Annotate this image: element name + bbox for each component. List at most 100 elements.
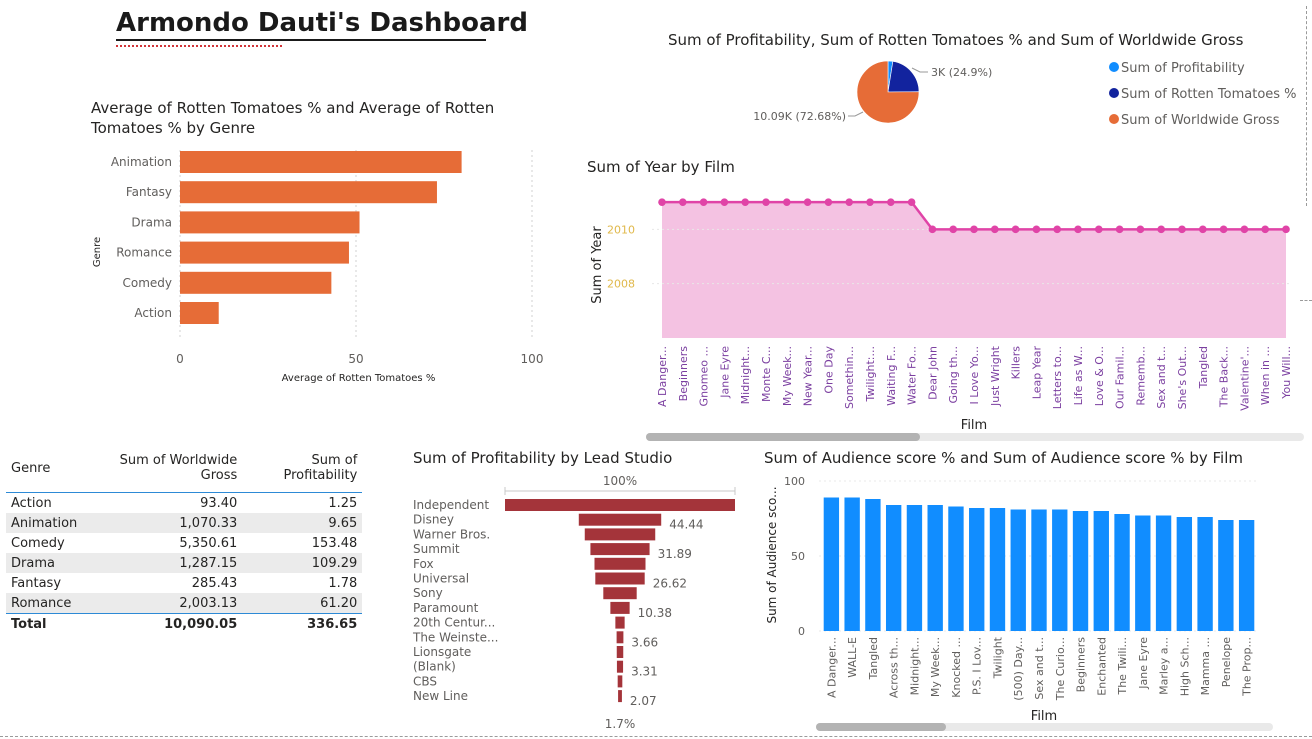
top-label: 100% bbox=[603, 474, 637, 488]
funnel-title: Sum of Profitability by Lead Studio bbox=[413, 449, 673, 467]
tick-label: 0 bbox=[176, 352, 184, 366]
tick-label: You Will... bbox=[1280, 346, 1293, 400]
table-header-gross[interactable]: Sum of Worldwide Gross bbox=[82, 448, 243, 493]
bar bbox=[885, 505, 902, 631]
genre-bar-title: Average of Rotten Tomatoes % and Average… bbox=[91, 99, 495, 137]
tick-label: Midnight... bbox=[908, 637, 921, 695]
bar bbox=[180, 241, 349, 264]
bar bbox=[180, 181, 437, 204]
data-point bbox=[658, 198, 666, 206]
tick-label: When in ... bbox=[1259, 346, 1272, 405]
category-label: 20th Centur... bbox=[413, 616, 495, 630]
data-point bbox=[970, 225, 978, 234]
table-row[interactable]: Action 93.40 1.25 bbox=[6, 493, 362, 514]
data-point bbox=[1219, 225, 1228, 234]
table-cell: 336.65 bbox=[242, 613, 363, 634]
audience-bar-chart: A Danger... WALL-E Tangled Across th... Midn… bbox=[765, 475, 1257, 724]
table-header-profitability[interactable]: Sum of Profitability bbox=[242, 448, 363, 493]
data-point bbox=[679, 198, 687, 206]
bar bbox=[180, 302, 219, 324]
bar bbox=[1176, 517, 1193, 631]
pie-slice bbox=[887, 61, 920, 93]
area-fill bbox=[662, 202, 1286, 338]
data-point bbox=[845, 198, 853, 206]
tick-label: Dear John bbox=[926, 346, 939, 400]
table-header-genre[interactable]: Genre bbox=[6, 448, 83, 493]
table-cell: Total bbox=[6, 613, 83, 634]
table-cell: Fantasy bbox=[11, 575, 62, 591]
table-row[interactable]: Drama 1,287.15 109.29 bbox=[6, 553, 363, 573]
data-label: 10.38 bbox=[638, 606, 672, 620]
table-total-row: Total 10,090.05 336.65 bbox=[6, 613, 363, 634]
category-label: Summit bbox=[413, 542, 460, 556]
table-cell: 285.43 bbox=[191, 575, 238, 591]
table-cell: 1.25 bbox=[328, 495, 358, 511]
data-point bbox=[1011, 225, 1020, 234]
category-label: (Blank) bbox=[413, 660, 456, 674]
year-area-scroll-thumb[interactable] bbox=[646, 433, 920, 441]
table-row[interactable]: Animation 1,070.33 9.65 bbox=[6, 513, 363, 533]
y-axis-label: Sum of Year bbox=[590, 226, 605, 304]
funnel-bar bbox=[595, 572, 645, 585]
data-point bbox=[1136, 225, 1145, 234]
tick-label: Killers bbox=[1010, 346, 1023, 380]
audience-scrollbar[interactable] bbox=[816, 723, 1273, 731]
table-cell: 61.20 bbox=[242, 593, 363, 614]
tick-label: 100 bbox=[521, 352, 544, 366]
table-cell: 9.65 bbox=[242, 513, 363, 533]
table-cell: 93.40 bbox=[200, 495, 238, 511]
year-area-scrollbar[interactable] bbox=[646, 433, 1304, 441]
table-row[interactable]: Romance 2,003.13 61.20 bbox=[6, 593, 363, 614]
funnel-bar bbox=[594, 557, 646, 570]
bar bbox=[180, 151, 462, 173]
audience-bar-title: Sum of Audience score % and Sum of Audie… bbox=[764, 449, 1243, 467]
bar bbox=[844, 497, 860, 631]
funnel-bar bbox=[610, 601, 630, 614]
tick-label: The Back... bbox=[1218, 346, 1231, 408]
bar bbox=[823, 497, 840, 631]
table-row[interactable]: Fantasy 285.43 1.78 bbox=[6, 573, 362, 593]
bottom-label: 1.7% bbox=[605, 717, 636, 731]
tick-label: Sex and t... bbox=[1033, 637, 1046, 700]
dashboard-title: Armondo Dauti's Dashboard bbox=[116, 8, 528, 38]
guide-line bbox=[1306, 6, 1307, 206]
tick-label: She's Out... bbox=[1176, 346, 1189, 409]
tick-label: New Year... bbox=[802, 346, 815, 406]
funnel-bar bbox=[616, 631, 624, 644]
audience-scroll-thumb[interactable] bbox=[816, 723, 946, 731]
data-point bbox=[762, 198, 770, 206]
tick-label: Leap Year bbox=[1030, 346, 1043, 400]
table-cell: Drama bbox=[6, 553, 83, 573]
pie-chart: 3K (24.9%) 10.09K (72.68%) Sum of Profitab… bbox=[753, 60, 1297, 128]
table-row[interactable]: Comedy 5,350.61 153.48 bbox=[6, 533, 362, 553]
tick-label: One Day bbox=[822, 346, 835, 394]
tick-label: 2010 bbox=[607, 223, 635, 236]
data-point bbox=[1199, 225, 1207, 234]
bar bbox=[948, 506, 964, 631]
tick-label: Beginners bbox=[1075, 637, 1088, 693]
data-point bbox=[1074, 225, 1082, 234]
tick-label: WALL-E bbox=[846, 637, 859, 678]
data-label: 31.89 bbox=[658, 547, 692, 561]
data-point bbox=[824, 198, 833, 206]
bar bbox=[1072, 511, 1089, 631]
data-point bbox=[1032, 225, 1041, 234]
data-label: 10.09K (72.68%) bbox=[753, 110, 846, 123]
bar bbox=[1031, 509, 1047, 631]
tick-label: Jane Eyre bbox=[718, 346, 731, 399]
pie-slice bbox=[856, 60, 920, 124]
bar bbox=[1238, 520, 1255, 631]
y-axis-label: Genre bbox=[92, 237, 103, 267]
data-point bbox=[803, 198, 812, 206]
funnel-bar bbox=[603, 587, 637, 600]
tick-label: Gnomeo ... bbox=[698, 346, 711, 406]
funnel-bar bbox=[590, 543, 650, 556]
tick-label: My Week... bbox=[781, 346, 794, 406]
tick-label: Love & O... bbox=[1093, 346, 1106, 406]
data-point bbox=[907, 198, 916, 206]
table-cell: 1,287.15 bbox=[82, 553, 243, 573]
tick-label: A Danger... bbox=[825, 637, 838, 698]
data-point bbox=[887, 198, 895, 206]
bar bbox=[180, 211, 360, 234]
